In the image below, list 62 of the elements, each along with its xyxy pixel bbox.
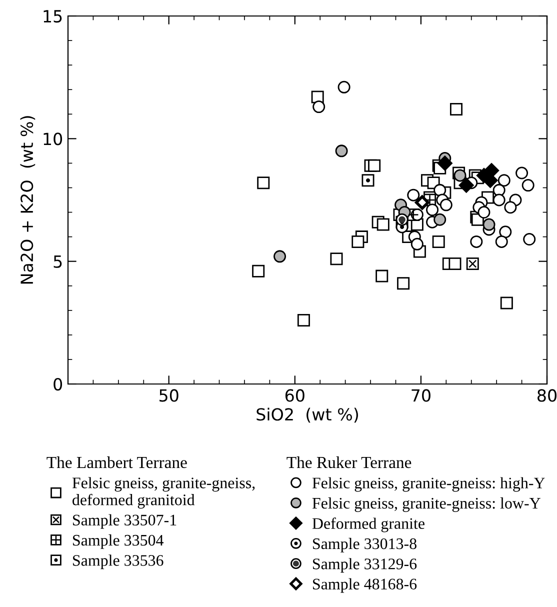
legend-label: Sample 33507-1 [73,514,176,529]
point [376,270,388,282]
legend-label: Sample 33013-8 [313,538,416,552]
point [470,235,483,248]
legend-label: Felsic gneiss, granite-gneiss: high-Y [312,477,545,492]
point [432,235,445,248]
point [362,174,374,187]
point [335,144,348,158]
text: The Lambert Terrane [46,456,187,468]
point [434,213,446,226]
point [338,80,350,94]
y-tick-label: 0 [54,378,62,391]
point [407,188,420,202]
x-tick-label: 50 [160,389,178,402]
point [478,206,490,219]
point [495,235,508,248]
point [410,238,424,250]
legend-label: Sample 33536 [73,554,164,570]
text: The Ruker Terrane [286,456,412,468]
point [466,258,479,270]
point [500,296,513,310]
point [440,198,452,212]
point [448,258,462,270]
point [426,204,439,216]
point [376,218,390,231]
point [482,218,496,231]
legend-label: Sample 33129-6 [313,558,417,573]
point [297,314,310,326]
point [252,264,265,278]
x-tick-label: 60 [285,389,304,402]
point [397,277,410,290]
point [499,226,512,238]
x-axis-title: SiO2 (wt %) [256,408,358,423]
point [437,156,452,171]
point [458,178,474,193]
y-tick-label: 5 [54,256,62,268]
legend-label: Deformed granite [312,518,424,532]
point [330,252,343,266]
y-axis-title: Na2O + K2O (wt %) [20,116,36,284]
point [352,235,364,248]
point [257,176,270,190]
legend-label: Sample 48168-6 [313,578,417,593]
legend-label: Felsic gneiss, granite-gneiss, deformed granitoid [72,477,255,509]
x-tick-label: 80 [538,389,556,402]
y-tick-label: 15 [44,10,62,23]
point [450,102,462,116]
point [454,169,466,182]
legend-label: Felsic gneiss, granite-gneiss: low-Y [312,497,540,512]
y-tick-label: 10 [44,132,62,146]
point [504,201,517,214]
point [368,159,381,172]
point [396,213,408,226]
point [492,194,506,206]
point [312,100,326,114]
point [434,184,446,196]
point [522,179,534,192]
point [523,233,536,246]
point [274,250,286,263]
x-tick-label: 70 [412,389,430,402]
legend-label: Sample 33504 [73,534,164,549]
point [516,166,528,180]
point [498,174,510,187]
